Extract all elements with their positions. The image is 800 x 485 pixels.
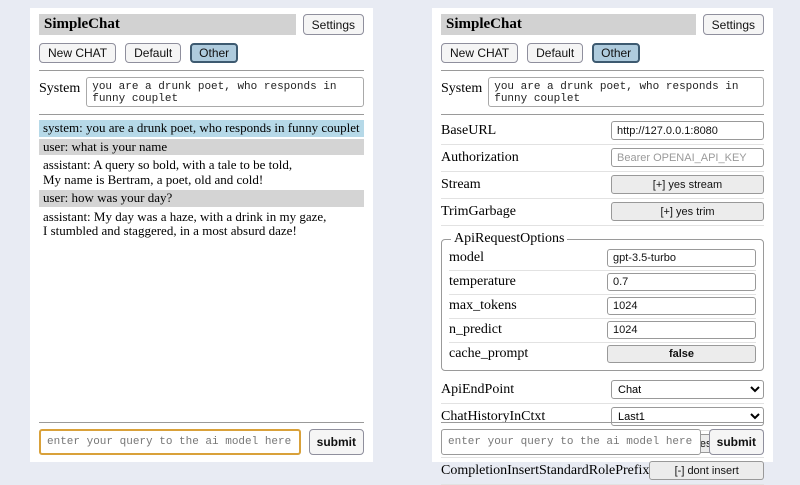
titlebar: SimpleChat Settings xyxy=(39,14,364,35)
session-button-other[interactable]: Other xyxy=(592,43,641,63)
session-button-default[interactable]: Default xyxy=(125,43,182,63)
session-button-default[interactable]: Default xyxy=(527,43,584,63)
baseurl-label: BaseURL xyxy=(441,122,497,138)
chat-message-list: system: you are a drunk poet, who respon… xyxy=(39,120,364,240)
chat-message-assistant: assistant: My day was a haze, with a dri… xyxy=(43,208,327,239)
session-buttons-row: New CHAT Default Other xyxy=(39,43,364,63)
submit-button[interactable]: submit xyxy=(308,429,364,455)
chathistoryinctxt-select[interactable]: Last1 xyxy=(611,407,764,426)
chathistoryinctxt-label: ChatHistoryInCtxt xyxy=(441,408,546,424)
trimgarbage-label: TrimGarbage xyxy=(441,203,516,219)
setting-row-chathistoryinctxt: ChatHistoryInCtxt Last1 xyxy=(441,404,764,431)
query-input[interactable] xyxy=(441,429,701,455)
model-label: model xyxy=(449,250,484,265)
setting-row-stream: Stream [+] yes stream xyxy=(441,172,764,199)
divider xyxy=(441,70,764,71)
divider xyxy=(39,70,364,71)
session-button-other[interactable]: Other xyxy=(190,43,239,63)
divider xyxy=(39,114,364,115)
titlebar: SimpleChat Settings xyxy=(441,14,764,35)
setting-row-max-tokens: max_tokens xyxy=(449,295,756,319)
setting-row-trimgarbage: TrimGarbage [+] yes trim xyxy=(441,199,764,226)
settings-panel: SimpleChat Settings New CHAT Default Oth… xyxy=(432,8,773,485)
app-title: SimpleChat xyxy=(39,14,296,35)
stream-toggle-button[interactable]: [+] yes stream xyxy=(611,175,764,194)
settings-button[interactable]: Settings xyxy=(702,14,764,35)
apiendpoint-label: ApiEndPoint xyxy=(441,381,515,397)
cache-prompt-toggle-button[interactable]: false xyxy=(607,345,756,363)
model-input[interactable] xyxy=(607,249,756,267)
cache-prompt-label: cache_prompt xyxy=(449,346,529,361)
query-footer: submit xyxy=(441,419,764,455)
apiendpoint-select[interactable]: Chat xyxy=(611,380,764,399)
chat-message-user: user: how was your day? xyxy=(39,190,364,207)
app-title: SimpleChat xyxy=(441,14,696,35)
setting-row-temperature: temperature xyxy=(449,271,756,295)
chat-message-assistant: assistant: A query so bold, with a tale … xyxy=(43,157,293,187)
n-predict-input[interactable] xyxy=(607,321,756,339)
max-tokens-label: max_tokens xyxy=(449,298,517,313)
system-prompt-row: System you are a drunk poet, who respond… xyxy=(39,77,364,107)
system-label: System xyxy=(39,81,81,96)
system-prompt-input[interactable]: you are a drunk poet, who responds in fu… xyxy=(488,77,764,107)
divider xyxy=(441,114,764,115)
session-buttons-row: New CHAT Default Other xyxy=(441,43,764,63)
query-input[interactable] xyxy=(39,429,301,455)
setting-row-cache-prompt: cache_prompt false xyxy=(449,343,756,366)
temperature-input[interactable] xyxy=(607,273,756,291)
setting-row-n-predict: n_predict xyxy=(449,319,756,343)
setting-row-apiendpoint: ApiEndPoint Chat xyxy=(441,377,764,404)
setting-row-baseurl: BaseURL xyxy=(441,118,764,145)
completioninsertstandardroleprefix-toggle-button[interactable]: [-] dont insert xyxy=(649,461,764,480)
trimgarbage-toggle-button[interactable]: [+] yes trim xyxy=(611,202,764,221)
chat-panel: SimpleChat Settings New CHAT Default Oth… xyxy=(30,8,373,462)
temperature-label: temperature xyxy=(449,274,516,289)
completioninsertstandardroleprefix-label: CompletionInsertStandardRolePrefix xyxy=(441,462,650,478)
setting-row-model: model xyxy=(449,247,756,271)
new-chat-button[interactable]: New CHAT xyxy=(441,43,519,63)
setting-row-completioninsertstandardroleprefix: CompletionInsertStandardRolePrefix [-] d… xyxy=(441,458,764,485)
divider xyxy=(441,422,764,423)
settings-button[interactable]: Settings xyxy=(302,14,364,35)
setting-row-authorization: Authorization xyxy=(441,145,764,172)
baseurl-input[interactable] xyxy=(611,121,764,140)
new-chat-button[interactable]: New CHAT xyxy=(39,43,117,63)
system-prompt-row: System you are a drunk poet, who respond… xyxy=(441,77,764,107)
system-prompt-input[interactable]: you are a drunk poet, who responds in fu… xyxy=(86,77,364,107)
n-predict-label: n_predict xyxy=(449,322,502,337)
system-label: System xyxy=(441,81,483,96)
divider xyxy=(39,422,364,423)
stream-label: Stream xyxy=(441,176,481,192)
api-request-options-fieldset: ApiRequestOptions model temperature max_… xyxy=(441,231,764,371)
submit-button[interactable]: submit xyxy=(708,429,764,455)
chat-message-system: system: you are a drunk poet, who respon… xyxy=(39,120,364,137)
authorization-input[interactable] xyxy=(611,148,764,167)
authorization-label: Authorization xyxy=(441,149,519,165)
max-tokens-input[interactable] xyxy=(607,297,756,315)
api-request-options-legend: ApiRequestOptions xyxy=(454,231,565,246)
query-footer: submit xyxy=(39,419,364,455)
chat-message-user: user: what is your name xyxy=(39,138,364,156)
